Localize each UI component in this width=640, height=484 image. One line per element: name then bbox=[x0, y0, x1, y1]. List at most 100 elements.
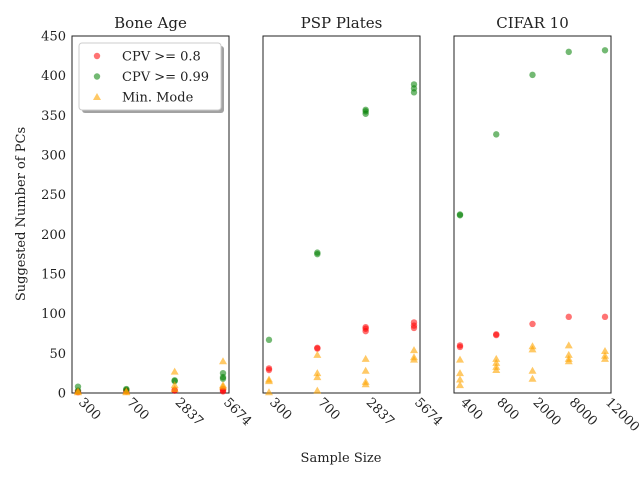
data-point bbox=[601, 313, 609, 321]
data-point bbox=[564, 354, 573, 362]
data-point bbox=[564, 350, 573, 358]
y-tick-label: 200 bbox=[41, 228, 66, 243]
series-min-mode bbox=[265, 346, 418, 396]
data-point bbox=[265, 336, 273, 344]
series-min-mode bbox=[456, 341, 609, 389]
y-tick-label: 150 bbox=[41, 268, 66, 283]
legend-marker bbox=[93, 93, 101, 100]
data-point bbox=[492, 358, 501, 366]
data-point bbox=[528, 342, 537, 350]
y-tick-label: 250 bbox=[41, 188, 66, 203]
x-tick-label: 5674 bbox=[411, 395, 445, 429]
panel-title: Bone Age bbox=[114, 14, 187, 32]
legend-label: CPV >= 0.99 bbox=[122, 70, 209, 85]
series-cpv-0-8 bbox=[265, 319, 418, 374]
legend-box bbox=[78, 42, 222, 111]
panel-cifar-10: CIFAR 10 400 800 2000 8000 12000 bbox=[453, 14, 640, 435]
data-point bbox=[410, 346, 418, 354]
x-axis-label: Sample Size bbox=[301, 451, 382, 466]
data-point bbox=[410, 319, 418, 326]
data-point bbox=[456, 381, 464, 389]
data-point bbox=[361, 377, 370, 385]
data-point bbox=[74, 383, 82, 390]
data-point bbox=[170, 381, 179, 389]
legend: CPV >= 0.8 CPV >= 0.99 Min. Mode bbox=[78, 42, 224, 113]
data-point bbox=[362, 323, 369, 331]
data-point bbox=[313, 350, 322, 358]
x-tick-label: 2837 bbox=[363, 395, 397, 429]
data-point bbox=[565, 313, 572, 321]
y-tick-label: 450 bbox=[41, 30, 66, 45]
data-point bbox=[410, 353, 418, 361]
x-tick-label: 300 bbox=[266, 395, 294, 423]
data-point bbox=[265, 388, 273, 396]
panel-title: CIFAR 10 bbox=[496, 14, 569, 32]
x-tick-label: 700 bbox=[124, 395, 152, 423]
legend-label: Min. Mode bbox=[122, 91, 194, 106]
data-point bbox=[122, 387, 131, 395]
data-point bbox=[564, 341, 573, 349]
data-point bbox=[361, 354, 370, 362]
legend-label: CPV >= 0.8 bbox=[122, 50, 201, 65]
data-point bbox=[313, 386, 322, 394]
data-point bbox=[456, 369, 464, 377]
data-point bbox=[219, 381, 227, 389]
panel-title: PSP Plates bbox=[301, 14, 383, 32]
y-tick-label: 100 bbox=[41, 307, 66, 322]
data-point bbox=[313, 369, 322, 377]
data-point bbox=[219, 357, 227, 365]
data-point bbox=[528, 374, 537, 382]
data-point bbox=[313, 373, 322, 381]
data-point bbox=[529, 320, 536, 328]
data-point bbox=[456, 211, 464, 218]
data-point bbox=[456, 355, 464, 363]
data-point bbox=[492, 362, 501, 370]
data-point bbox=[456, 342, 464, 349]
data-point bbox=[74, 387, 82, 395]
data-point bbox=[565, 48, 572, 56]
data-point bbox=[410, 81, 418, 88]
data-point bbox=[601, 346, 609, 354]
data-point bbox=[529, 71, 536, 79]
series-cpv-0-99 bbox=[265, 81, 418, 344]
data-point bbox=[492, 354, 501, 362]
data-point bbox=[170, 385, 179, 393]
series-cpv-0-99 bbox=[74, 369, 227, 394]
data-point bbox=[362, 106, 369, 113]
x-tick-label: 800 bbox=[493, 395, 521, 423]
data-point bbox=[265, 365, 273, 372]
data-point bbox=[493, 331, 500, 338]
x-tick-label: 2000 bbox=[530, 395, 564, 429]
panel-bone-age: Bone Age 0 50 100 150 200 250 300 350 400 450 300 70… bbox=[41, 14, 254, 429]
y-tick-label: 0 bbox=[58, 387, 66, 402]
data-point bbox=[314, 249, 321, 256]
series-min-mode bbox=[74, 357, 227, 396]
data-point bbox=[171, 377, 178, 384]
legend-marker bbox=[93, 73, 101, 80]
y-tick-label: 400 bbox=[41, 69, 66, 84]
data-point bbox=[601, 47, 609, 54]
x-tick-label: 5674 bbox=[220, 395, 254, 429]
data-point bbox=[361, 366, 370, 374]
data-point bbox=[493, 131, 500, 138]
series-cpv-0-8 bbox=[456, 313, 609, 351]
panel-psp-plates: PSP Plates 300 700 2837 5674 bbox=[262, 14, 445, 429]
data-point bbox=[170, 367, 179, 375]
data-point bbox=[265, 375, 273, 383]
y-tick-label: 350 bbox=[41, 109, 66, 124]
x-tick-label: 400 bbox=[457, 395, 485, 423]
y-tick-label: 50 bbox=[49, 347, 66, 362]
panel-frame bbox=[262, 35, 421, 394]
x-tick-label: 12000 bbox=[602, 395, 640, 435]
x-tick-label: 2837 bbox=[172, 395, 206, 429]
data-point bbox=[219, 369, 227, 377]
y-axis-label: Suggested Number of PCs bbox=[14, 127, 29, 301]
x-tick-label: 300 bbox=[75, 395, 103, 423]
data-point bbox=[528, 366, 537, 374]
data-point bbox=[314, 344, 321, 351]
panel-frame bbox=[453, 35, 612, 394]
series-cpv-0-99 bbox=[456, 47, 609, 219]
legend-marker bbox=[93, 52, 101, 60]
